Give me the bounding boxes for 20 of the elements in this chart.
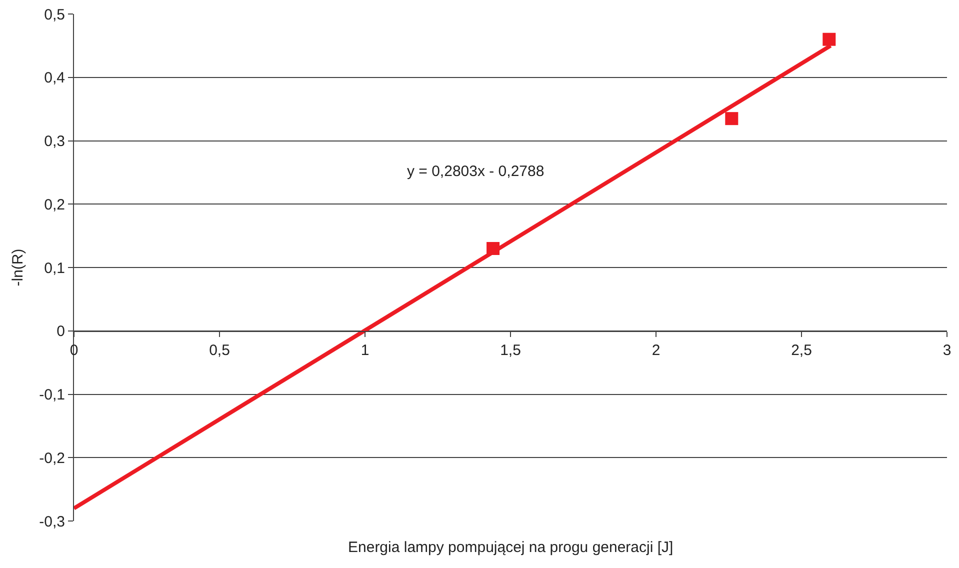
point bbox=[725, 112, 738, 126]
y-tick-label: 0 bbox=[56, 323, 65, 340]
annotation: y = 0,2803x - 0,2788 bbox=[407, 163, 544, 180]
y-tick-label: -0,2 bbox=[39, 450, 65, 467]
y-tick-label: 0,4 bbox=[44, 70, 65, 87]
x-tick-label: 2 bbox=[652, 342, 660, 359]
point bbox=[822, 32, 836, 46]
x-tick-label: 2,5 bbox=[791, 342, 812, 359]
y-tick-label: -0,1 bbox=[39, 386, 65, 404]
x-tick-label: 0,5 bbox=[209, 342, 230, 359]
y-tick-label: 0,3 bbox=[44, 133, 65, 150]
y-tick-label: 0,5 bbox=[44, 6, 65, 24]
x-tick-label: 1 bbox=[360, 342, 370, 359]
y-tick-label: 0,2 bbox=[44, 196, 65, 214]
x-tick-label: 3 bbox=[942, 342, 952, 359]
y-axis-title: -ln(R) bbox=[9, 248, 26, 286]
y-tick-label: 0,1 bbox=[44, 260, 65, 277]
x-tick-label: 1,5 bbox=[500, 342, 521, 359]
x-axis-title: Energia lampy pompującej na progu generacji [J] bbox=[348, 539, 674, 556]
y-tick-label: -0,3 bbox=[39, 513, 65, 530]
